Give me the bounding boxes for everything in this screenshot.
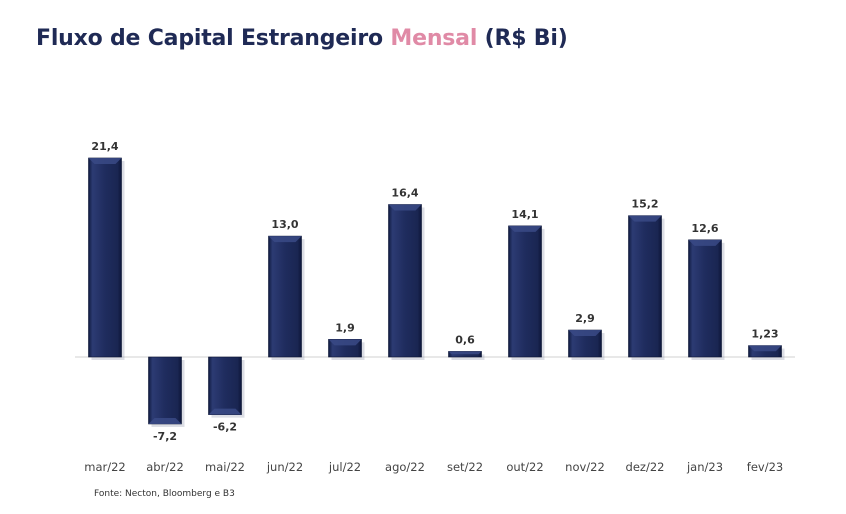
data-label: 14,1 (511, 208, 538, 221)
bar-bevel (88, 157, 122, 164)
data-label: 15,2 (631, 198, 658, 211)
x-tick-label: out/22 (506, 460, 543, 474)
data-label: 13,0 (271, 218, 298, 231)
title-highlight: Mensal (390, 26, 478, 51)
bar-abr-22 (148, 356, 182, 425)
data-label: 0,6 (455, 333, 475, 346)
bar-bevel (628, 215, 662, 222)
x-tick-label: jan/23 (686, 460, 723, 474)
x-tick-label: mai/22 (205, 460, 245, 474)
bar-bevel (388, 204, 422, 211)
data-label: 21,4 (91, 140, 118, 153)
bar-bevel (748, 345, 782, 352)
bar-bevel (268, 236, 302, 243)
x-tick-label: mar/22 (84, 460, 126, 474)
bar-bevel (208, 408, 242, 415)
x-tick-label: nov/22 (565, 460, 605, 474)
bar-bevel (448, 351, 482, 355)
source-note: Fonte: Necton, Bloomberg e B3 (94, 489, 235, 499)
bar-mai-22 (208, 356, 242, 415)
bar-out-22 (508, 225, 542, 358)
data-label: 2,9 (575, 312, 595, 325)
bar-dez-22 (628, 215, 662, 358)
x-tick-label: jul/22 (328, 460, 361, 474)
bar-jan-23 (688, 239, 722, 358)
x-tick-label: abr/22 (146, 460, 184, 474)
title-unit: (R$ Bi) (477, 26, 568, 51)
bar-bevel (688, 239, 722, 246)
bar-jun-22 (268, 235, 302, 358)
data-label: 1,23 (751, 328, 778, 341)
x-tick-label: ago/22 (385, 460, 425, 474)
bar-bevel (568, 330, 602, 337)
chart-title: Fluxo de Capital Estrangeiro Mensal (R$ … (36, 26, 568, 51)
x-tick-label: dez/22 (626, 460, 665, 474)
bar-mar-22 (88, 157, 122, 358)
bar-bevel (148, 417, 182, 424)
bar-ago-22 (388, 204, 422, 358)
data-label: 1,9 (335, 321, 355, 334)
data-label: -6,2 (213, 421, 237, 434)
data-label: 12,6 (691, 222, 718, 235)
title-main: Fluxo de Capital Estrangeiro (36, 26, 391, 51)
bar-bevel (328, 339, 362, 346)
bar-bevel (508, 225, 542, 232)
x-tick-label: set/22 (447, 460, 483, 474)
data-label: -7,2 (153, 430, 177, 443)
data-label: 16,4 (391, 186, 418, 199)
x-tick-label: jun/22 (266, 460, 303, 474)
x-tick-label: fev/23 (747, 460, 783, 474)
